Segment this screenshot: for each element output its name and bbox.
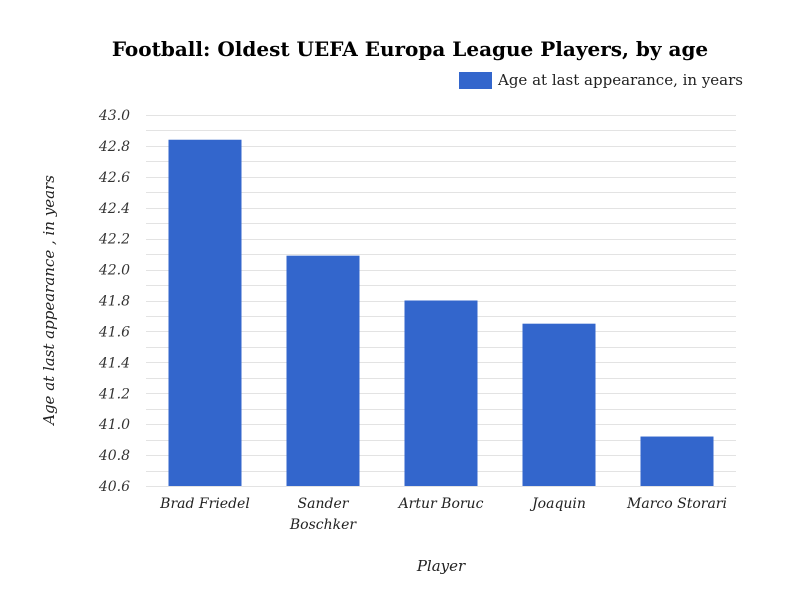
x-axis-category-labels: Brad Friedel Sander Boschker Artur Boruc Joa… [159,496,727,533]
y-tick-label: 42.6 [98,170,130,186]
y-tick-label: 41.8 [98,294,130,310]
y-tick-label: 43.0 [98,108,130,124]
x-axis-title: Player [416,557,466,575]
x-tick-label: Boschker [289,517,358,533]
bar [286,255,360,486]
y-tick-label: 40.6 [98,479,130,495]
x-tick-label: Sander [298,496,350,512]
y-tick-label: 40.8 [98,448,130,464]
bar [168,139,242,486]
y-tick-label: 42.0 [98,263,130,279]
y-axis-title: Age at last appearance , in years [40,175,58,427]
bars [168,139,714,486]
legend-swatch [459,72,492,89]
y-axis-ticks: 40.6 40.8 41.0 41.2 41.4 41.6 41.8 42.0 42.2 42.4… [98,108,130,495]
x-tick-label: Marco Storari [626,496,727,512]
chart-title: Football: Oldest UEFA Europa League Play… [112,37,708,61]
y-tick-label: 42.2 [98,232,130,248]
legend-label: Age at last appearance, in years [497,71,743,89]
y-tick-label: 41.0 [98,417,130,433]
x-tick-label: Brad Friedel [159,496,250,512]
x-tick-label: Artur Boruc [397,496,484,512]
y-tick-label: 42.4 [98,201,130,217]
bar [640,436,714,486]
bar [522,323,596,486]
bar [404,300,478,486]
y-tick-label: 41.4 [98,355,130,371]
y-tick-label: 41.6 [98,324,130,340]
x-tick-label: Joaquin [529,496,586,512]
y-tick-label: 42.8 [98,139,130,155]
legend: Age at last appearance, in years [459,71,743,89]
y-tick-label: 41.2 [98,386,130,402]
